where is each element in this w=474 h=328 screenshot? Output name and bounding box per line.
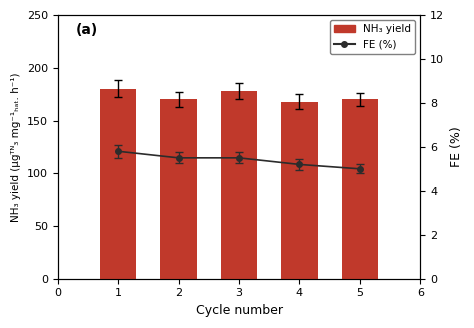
Bar — [282, 102, 318, 278]
X-axis label: Cycle number: Cycle number — [195, 304, 283, 317]
Bar — [221, 91, 257, 278]
Bar — [160, 99, 197, 278]
Y-axis label: FE (%): FE (%) — [450, 127, 463, 167]
Legend: NH₃ yield, FE (%): NH₃ yield, FE (%) — [330, 20, 415, 54]
Text: (a): (a) — [76, 23, 98, 37]
Bar — [342, 99, 378, 278]
Bar — [100, 89, 136, 278]
Y-axis label: NH₃ yield (μgᵀᴺ₃ mg⁻¹ₕₐₜ. h⁻¹): NH₃ yield (μgᵀᴺ₃ mg⁻¹ₕₐₜ. h⁻¹) — [11, 72, 21, 222]
